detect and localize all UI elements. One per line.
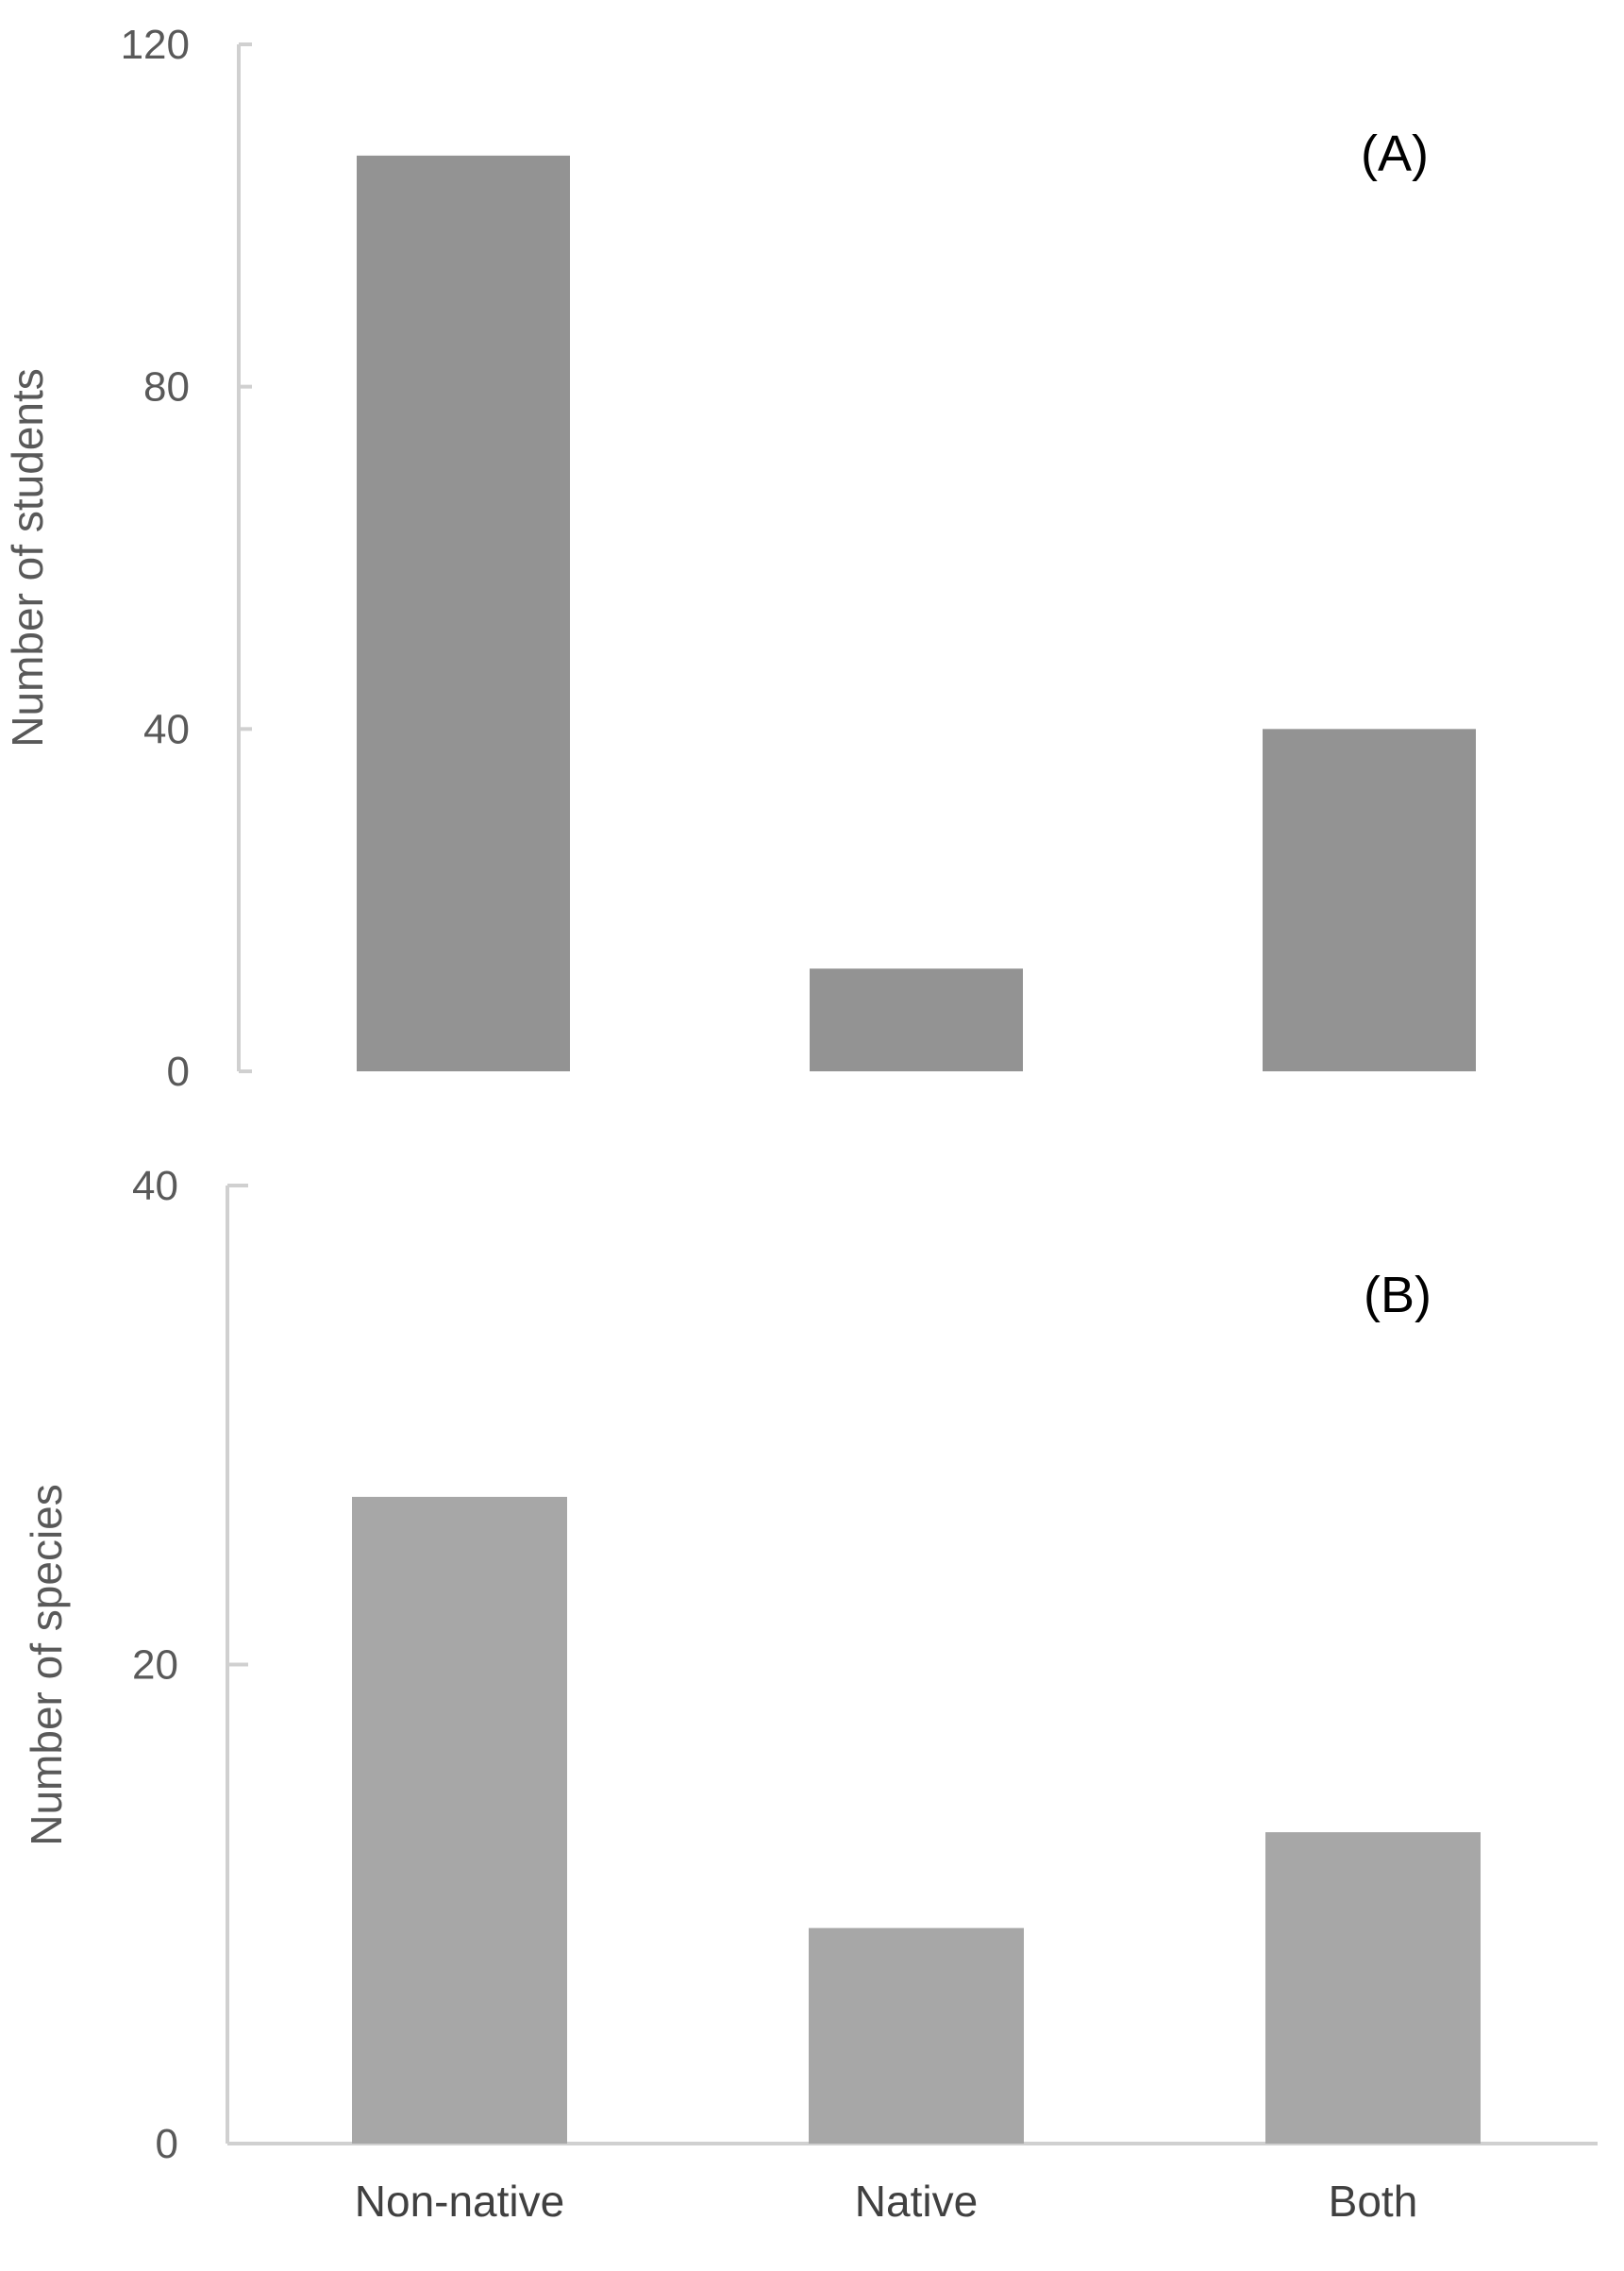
y-tick-label: 40 <box>132 1163 178 1209</box>
y-tick-label: 120 <box>121 22 190 68</box>
y-tick-label: 20 <box>132 1642 178 1689</box>
panel-a: 0 40 80 120 Number of students (A) <box>3 22 1476 1095</box>
y-tick-label: 80 <box>143 364 190 411</box>
bar-both <box>1263 729 1476 1071</box>
x-category-label: Native <box>855 2177 978 2226</box>
y-tick-label: 0 <box>167 1049 190 1095</box>
bar-native <box>809 1927 1024 2144</box>
bar-both <box>1265 1832 1481 2144</box>
panel-b: 0 20 40 Number of species (B) Non-native Nativ… <box>22 1163 1598 2226</box>
x-category-label: Non-native <box>355 2177 564 2226</box>
y-axis-title: Number of students <box>3 368 52 747</box>
y-tick-label: 0 <box>156 2121 178 2167</box>
panel-label: (B) <box>1364 1267 1431 1323</box>
y-tick-label: 40 <box>143 706 190 752</box>
bar-native <box>810 968 1023 1071</box>
panel-label: (A) <box>1361 126 1429 182</box>
x-category-label: Both <box>1329 2177 1418 2226</box>
y-axis-title: Number of species <box>22 1484 71 1846</box>
bar-non-native <box>357 155 570 1071</box>
bar-non-native <box>352 1496 567 2144</box>
